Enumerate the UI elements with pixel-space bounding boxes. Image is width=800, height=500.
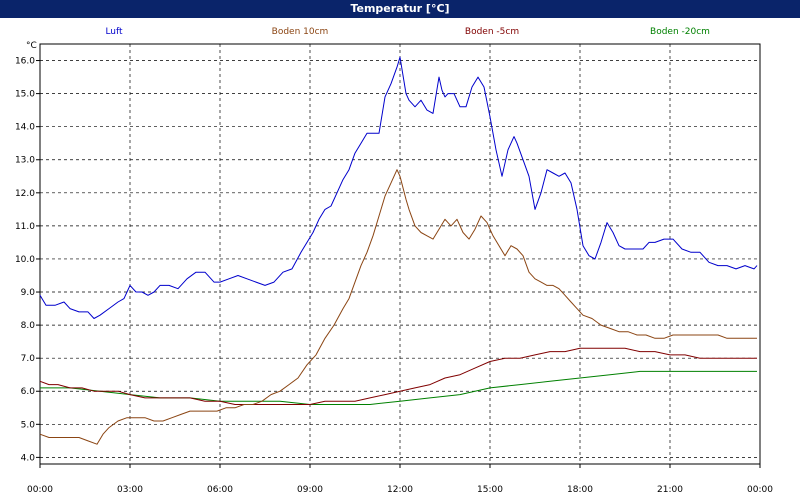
y-unit: °C [26, 41, 37, 51]
y-tick-label: 7.0 [21, 354, 36, 364]
y-axis-unit: °C [26, 41, 37, 51]
x-tick-label-time: 09:00 [297, 485, 323, 495]
x-tick-label-time: 18:00 [567, 485, 593, 495]
series-line-boden-20cm [40, 370, 757, 405]
legend-label-boden-10cm: Boden 10cm [272, 27, 329, 37]
y-tick-label: 8.0 [21, 321, 36, 331]
y-tick-label: 9.0 [21, 288, 36, 298]
x-tick-label-time: 00:00 [747, 485, 773, 495]
x-tick-label-time: 06:00 [207, 485, 233, 495]
x-tick-label-time: 21:00 [657, 485, 683, 495]
x-tick-label-time: 12:00 [387, 485, 413, 495]
x-tick-label-time: 00:00 [27, 485, 53, 495]
series-line-luft [39, 56, 758, 319]
legend-label-luft: Luft [105, 27, 123, 37]
y-tick-label: 14.0 [15, 123, 35, 133]
x-tick-label-time: 03:00 [117, 485, 143, 495]
y-tick-label: 16.0 [15, 57, 35, 67]
y-tick-label: 11.0 [15, 222, 35, 232]
y-tick-label: 12.0 [15, 189, 35, 199]
y-tick-label: 15.0 [15, 90, 35, 100]
y-tick-label: 6.0 [21, 387, 36, 397]
y-tick-label: 10.0 [15, 255, 35, 265]
legend-label-boden-20cm: Boden -20cm [650, 27, 710, 37]
y-tick-label: 4.0 [21, 453, 36, 463]
y-tick-label: 5.0 [21, 420, 36, 430]
series-line-boden-10cm [39, 169, 757, 445]
series-line-boden-5cm [39, 347, 757, 405]
series-group [39, 56, 758, 445]
legend: Luft Boden 10cm Boden -5cm Boden -20cm [105, 27, 710, 37]
y-tick-label: 13.0 [15, 156, 35, 166]
window-title: Temperatur [°C] [0, 0, 800, 18]
x-tick-label-time: 15:00 [477, 485, 503, 495]
temperature-chart: 4.0 5.0 6.0 7.0 8.0 9.0 10.0 11.0 12.0 13.0 14.0 15… [15, 27, 773, 495]
legend-label-boden-5cm: Boden -5cm [465, 27, 519, 37]
axes: 4.0 5.0 6.0 7.0 8.0 9.0 10.0 11.0 12.0 13.0 14.0 15… [15, 43, 773, 495]
